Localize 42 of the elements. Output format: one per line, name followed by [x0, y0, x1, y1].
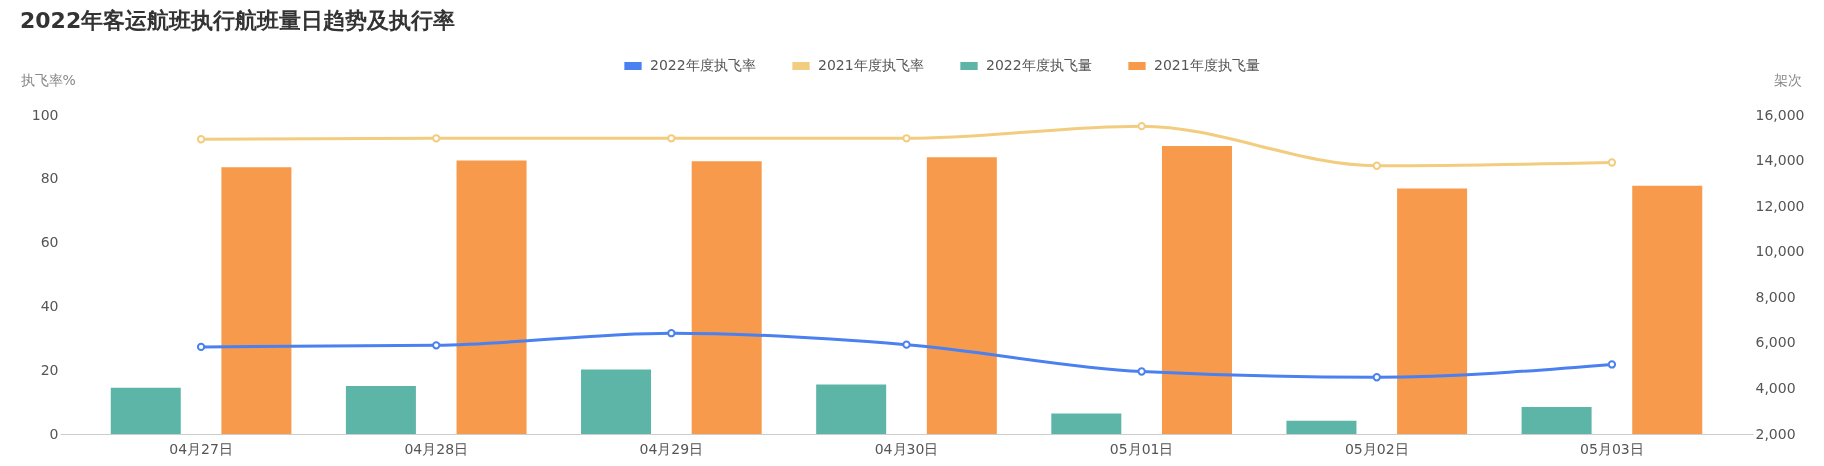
legend-label: 2021年度执飞率: [818, 57, 924, 73]
legend-label: 2021年度执飞量: [1154, 57, 1260, 73]
y-tick-label: 100: [31, 106, 59, 123]
y2-tick-label: 8,000: [1755, 288, 1796, 305]
x-tick-label: 04月29日: [639, 440, 704, 457]
point: [1607, 360, 1617, 369]
point: [432, 341, 441, 350]
x-tick-label: 04月30日: [874, 440, 939, 457]
y2-tick-label: 6,000: [1755, 334, 1796, 351]
point: [196, 342, 206, 352]
x-tick-label: 05月02日: [1344, 440, 1409, 457]
y-tick-label: 0: [49, 425, 59, 442]
y2-tick-label: 16,000: [1755, 106, 1805, 123]
point: [667, 134, 676, 143]
y2-tick-label: 12,000: [1755, 197, 1805, 214]
point: [1607, 158, 1617, 167]
y-tick-label: 40: [40, 297, 59, 314]
y2-tick-label: 14,000: [1755, 152, 1805, 169]
x-tick-label: 04月28日: [404, 440, 469, 457]
y2-tick-label: 2,000: [1755, 425, 1796, 442]
legend-label: 2022年度执飞率: [650, 57, 756, 73]
y-tick-label: 20: [40, 361, 59, 378]
point: [432, 134, 441, 143]
y-tick-label: 60: [40, 234, 59, 251]
chart-title: 2022年客运航班执行航班量日趋势及执行率: [20, 8, 456, 33]
point: [1137, 122, 1146, 131]
y-tick-label: 80: [40, 170, 59, 187]
point: [1137, 367, 1146, 376]
point: [902, 340, 911, 349]
x-tick-label: 05月01日: [1109, 440, 1174, 457]
y-axis-title: 执飞率%: [20, 71, 76, 88]
point: [1372, 161, 1381, 170]
legend-label: 2022年度执飞量: [986, 57, 1092, 73]
point: [902, 134, 911, 143]
point: [667, 329, 676, 338]
x-tick-label: 05月03日: [1580, 440, 1644, 457]
point: [196, 135, 206, 144]
y2-axis-title: 架次: [1773, 71, 1802, 88]
x-tick-label: 04月27日: [169, 440, 233, 457]
y2-tick-label: 4,000: [1755, 379, 1796, 396]
y2-tick-label: 10,000: [1755, 243, 1805, 260]
point: [1372, 373, 1381, 382]
